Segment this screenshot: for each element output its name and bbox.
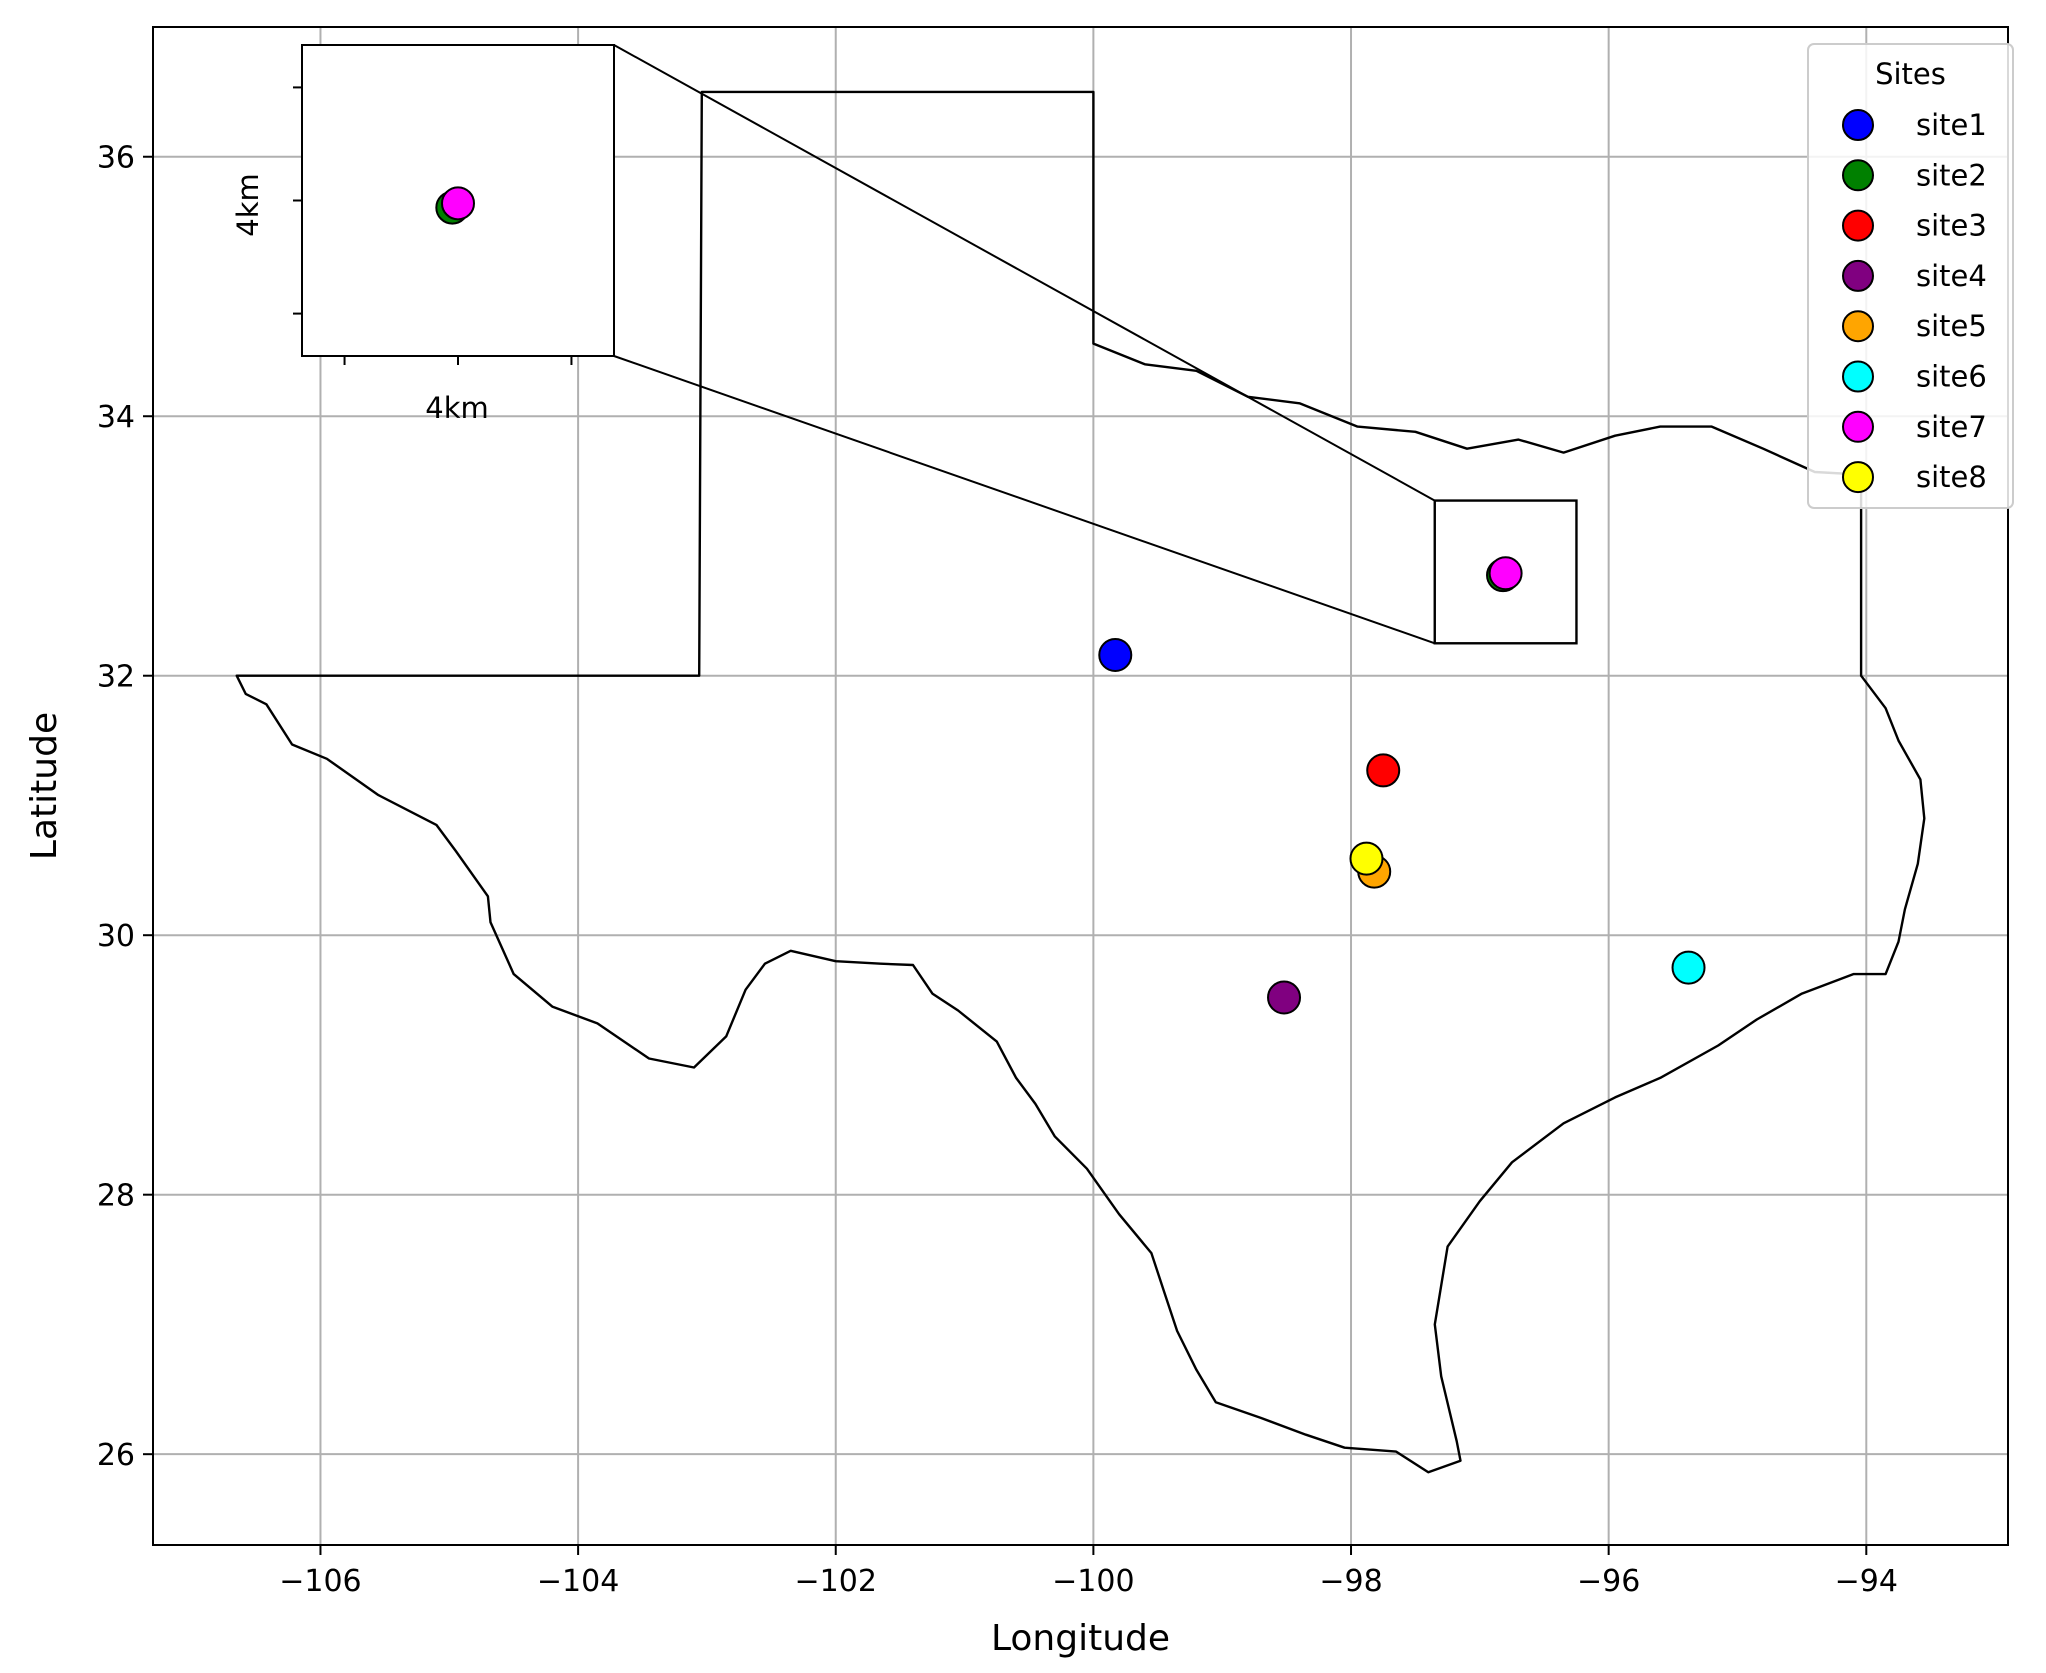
x-axis: −106 −104 −102 −100 −98 −96 −94	[279, 1545, 1898, 1599]
x-tick-label: −100	[1052, 1564, 1134, 1599]
x-tick-label: −102	[795, 1564, 877, 1599]
y-tick-label: 26	[97, 1438, 135, 1473]
legend-label: site1	[1916, 108, 1987, 142]
legend-label: site2	[1916, 158, 1987, 192]
inset-map: 4km 4km	[231, 44, 615, 425]
legend-label: site7	[1916, 410, 1987, 444]
legend-marker-site5	[1842, 310, 1874, 343]
y-axis-title: Latitude	[24, 712, 65, 860]
legend-label: site5	[1916, 309, 1987, 343]
inset-marker-site7	[441, 186, 475, 221]
texas-boundary-path	[235, 90, 1926, 1474]
legend-entry: site4	[1842, 259, 1987, 293]
texas-outline	[235, 90, 1926, 1474]
legend-marker-site3	[1842, 209, 1874, 242]
legend-entry: site3	[1842, 209, 1987, 243]
legend-entry: site5	[1842, 309, 1987, 343]
legend-entry: site7	[1842, 410, 1987, 444]
y-axis: 26 28 30 32 34 36	[97, 141, 153, 1473]
inset-y-label: 4km	[231, 173, 265, 237]
x-tick-label: −94	[1835, 1564, 1898, 1599]
y-tick-label: 28	[97, 1179, 135, 1214]
inset-site-markers	[435, 186, 475, 225]
x-tick-label: −106	[279, 1564, 361, 1599]
legend-entry: site2	[1842, 158, 1987, 192]
site-marker-site4	[1267, 980, 1302, 1015]
legend-entry: site1	[1842, 108, 1987, 142]
zoom-indicator	[613, 44, 1578, 645]
y-tick-label: 32	[97, 660, 135, 695]
y-tick-label: 30	[97, 919, 135, 954]
legend-marker-site2	[1842, 159, 1874, 192]
legend-label: site4	[1916, 259, 1987, 293]
site-marker-site1	[1098, 637, 1133, 672]
zoom-connector-bottom	[613, 355, 1436, 645]
legend-marker-site6	[1842, 360, 1874, 393]
site-marker-site8	[1349, 841, 1384, 876]
legend-label: site3	[1916, 209, 1987, 243]
legend: Sites site1 site2 site3 site4 site5 site6 site7…	[1807, 43, 2014, 509]
x-tick-label: −96	[1577, 1564, 1640, 1599]
site-marker-site7	[1488, 556, 1523, 591]
y-tick-label: 34	[97, 400, 135, 435]
site-marker-site6	[1671, 950, 1706, 985]
y-tick-label: 36	[97, 141, 135, 176]
legend-entry: site6	[1842, 360, 1987, 394]
grid-lines	[153, 27, 2008, 1545]
legend-marker-site1	[1842, 109, 1874, 141]
x-tick-label: −104	[537, 1564, 619, 1599]
x-axis-title: Longitude	[991, 1618, 1170, 1659]
site-marker-site3	[1366, 753, 1401, 788]
inset-x-label: 4km	[425, 391, 489, 425]
legend-entry: site8	[1842, 460, 1987, 494]
x-tick-label: −98	[1319, 1564, 1382, 1599]
legend-marker-site4	[1842, 259, 1874, 292]
legend-marker-site7	[1842, 410, 1874, 443]
legend-title: Sites	[1875, 57, 1946, 91]
legend-marker-site8	[1842, 461, 1874, 494]
legend-label: site8	[1916, 460, 1987, 494]
plot-frame	[152, 26, 2009, 1546]
legend-label: site6	[1916, 360, 1987, 394]
zoom-box	[1433, 499, 1578, 645]
site-markers	[1098, 556, 1706, 1015]
zoom-connector-top	[613, 44, 1436, 502]
